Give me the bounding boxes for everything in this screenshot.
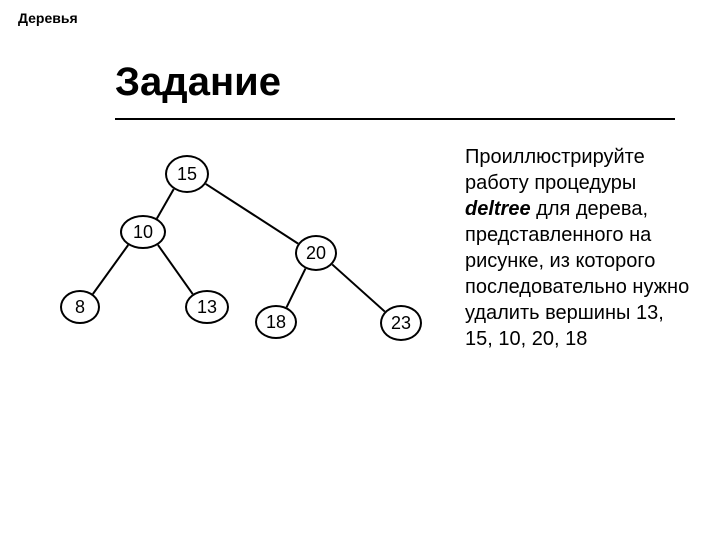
tree-node-18: 18 bbox=[255, 305, 297, 339]
tree-node-20: 20 bbox=[295, 235, 337, 271]
tree-edge bbox=[157, 189, 174, 218]
tree-node-15: 15 bbox=[165, 155, 209, 193]
tree-node-8: 8 bbox=[60, 290, 100, 324]
tree-edge bbox=[93, 245, 128, 294]
task-text-part2: для дерева, представленного на рисунке, … bbox=[465, 198, 689, 350]
tree-node-13: 13 bbox=[185, 290, 229, 324]
page-header: Деревья bbox=[18, 10, 78, 26]
tree-edges bbox=[60, 130, 460, 430]
task-text-emph: deltree bbox=[465, 198, 531, 220]
task-text-part1: Проиллюстрируйте работу процедуры bbox=[465, 146, 645, 194]
tree-edge bbox=[287, 269, 306, 308]
tree-edge bbox=[158, 245, 193, 294]
tree-edge bbox=[332, 264, 385, 311]
tree-edge bbox=[206, 184, 298, 244]
tree-diagram: 15 10 20 8 13 18 23 bbox=[60, 130, 460, 430]
task-text: Проиллюстрируйте работу процедуры deltre… bbox=[465, 144, 695, 352]
page-title: Задание bbox=[115, 60, 281, 105]
title-underline bbox=[115, 118, 675, 120]
tree-node-23: 23 bbox=[380, 305, 422, 341]
tree-node-10: 10 bbox=[120, 215, 166, 249]
